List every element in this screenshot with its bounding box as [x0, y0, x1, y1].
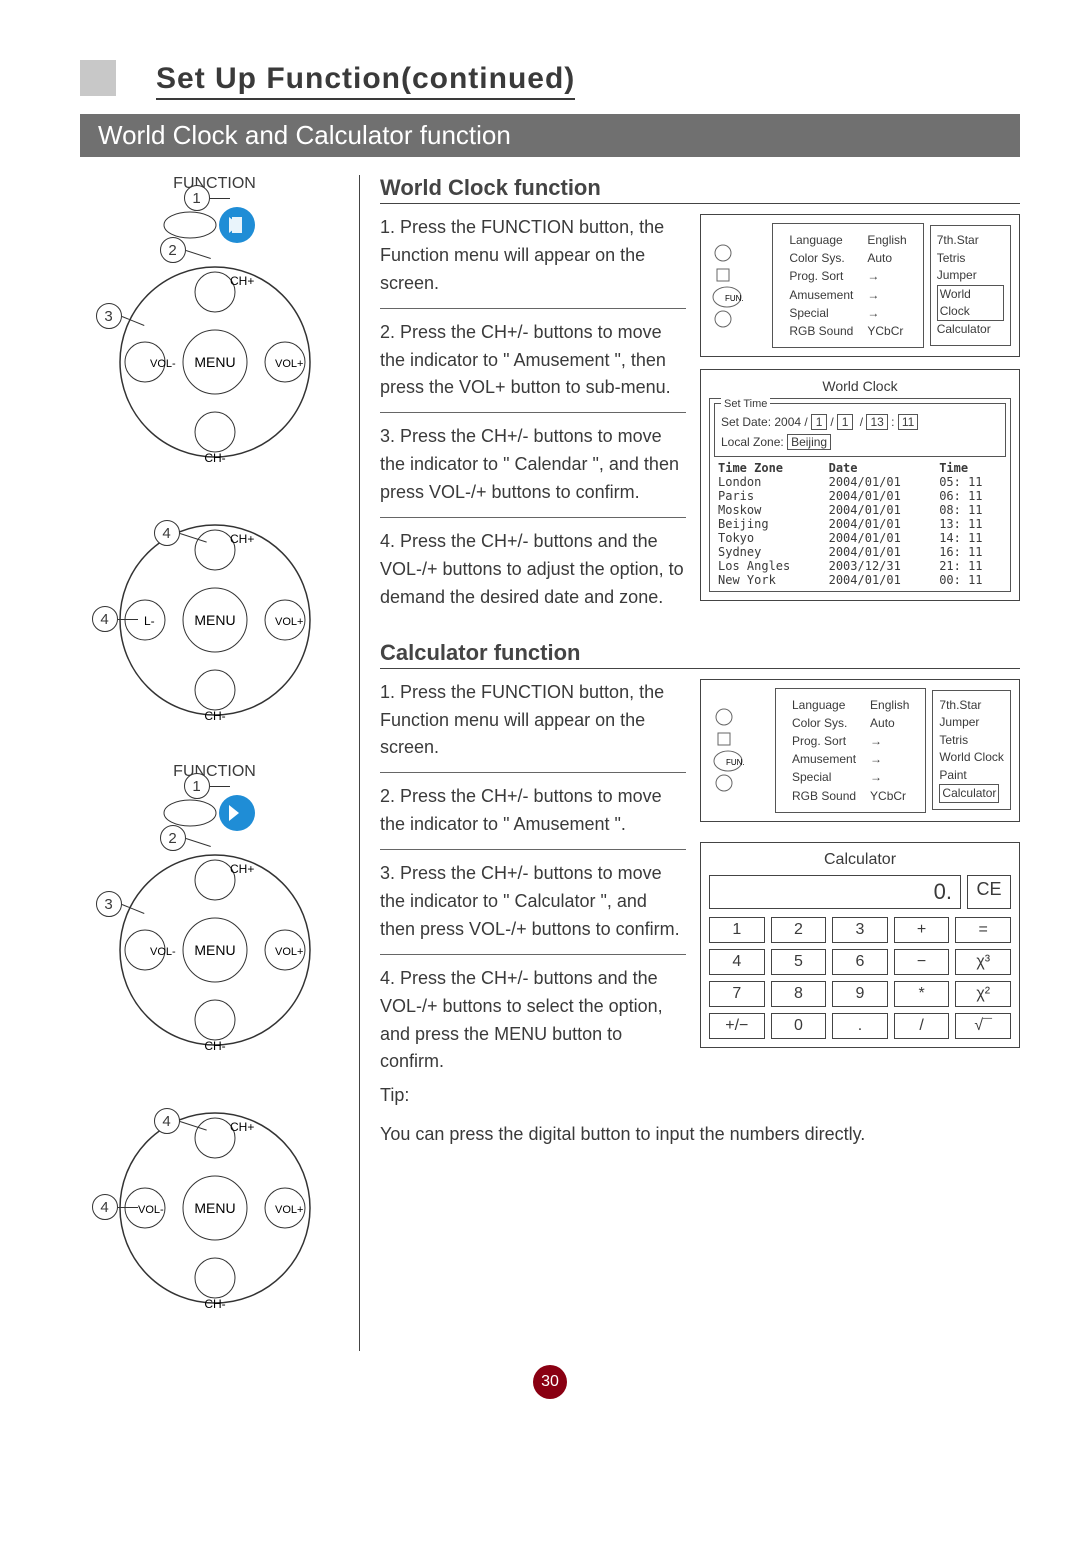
calc-button[interactable]: 5	[771, 949, 827, 975]
wc-step-2: 2. Press the CH+/- buttons to move the i…	[380, 319, 686, 403]
left-column: FUNCTION MENU CH+ CH- VOL- VOL+	[80, 175, 360, 1351]
step-badge-1: 1	[184, 185, 210, 211]
svg-text:VOL-: VOL-	[138, 1204, 164, 1216]
step-badge-3: 3	[96, 303, 122, 329]
sidelist-item: Tetris	[939, 732, 1003, 749]
function-label: FUNCTION	[90, 175, 340, 193]
calc-button[interactable]: 6	[832, 949, 888, 975]
remote-diagram-3: FUNCTION MENU CH+ CH- VOL- VOL+ 1 2	[90, 763, 340, 1070]
calc-display: 0.	[709, 875, 961, 909]
calc-button[interactable]: .	[832, 1013, 888, 1039]
sidelist-item: 7th.Star	[939, 697, 1003, 714]
calc-button[interactable]: 3	[832, 917, 888, 943]
svg-text:VOL+: VOL+	[275, 358, 303, 370]
calc-button[interactable]: *	[894, 981, 950, 1007]
sidelist-item: 7th.Star	[937, 232, 1004, 249]
step-badge-2: 2	[160, 237, 186, 263]
step-badge-4a: 4	[154, 520, 180, 546]
svg-text:CH-: CH-	[204, 1297, 225, 1311]
svg-text:FUN.: FUN.	[725, 294, 744, 303]
calc-menu-figure: FUN. LanguageEnglishColor Sys.AutoProg. …	[700, 679, 1020, 822]
calc-button[interactable]: +	[894, 917, 950, 943]
calc-step-1: 1. Press the FUNCTION button, the Functi…	[380, 679, 686, 763]
svg-text:CH-: CH-	[204, 451, 225, 465]
right-column: World Clock function 1. Press the FUNCTI…	[360, 175, 1020, 1351]
svg-text:CH-: CH-	[204, 1039, 225, 1053]
worldclock-heading: World Clock function	[380, 175, 1020, 204]
wc-step-4: 4. Press the CH+/- buttons and the VOL-/…	[380, 528, 686, 612]
sidelist-item: World Clock	[937, 285, 1004, 322]
tip-text: You can press the digital button to inpu…	[380, 1124, 1020, 1145]
calc-button[interactable]: 1	[709, 917, 765, 943]
remote-diagram-1: FUNCTION MENU CH+ CH- VOL- VOL+	[90, 175, 340, 482]
wc-step-1: 1. Press the FUNCTION button, the Functi…	[380, 214, 686, 298]
decorative-box	[80, 60, 116, 96]
sidelist-item: Paint	[939, 767, 1003, 784]
svg-text:VOL-: VOL-	[150, 358, 176, 370]
calc-step-4: 4. Press the CH+/- buttons and the VOL-/…	[380, 965, 686, 1077]
svg-text:MENU: MENU	[194, 1200, 235, 1216]
worldclock-figure: World Clock Set Time Set Date: 2004 / 1 …	[700, 369, 1020, 601]
svg-text:VOL+: VOL+	[275, 1204, 303, 1216]
calc-button[interactable]: χ³	[955, 949, 1011, 975]
sidelist-item: Tetris	[937, 250, 1004, 267]
step-badge-4b: 4	[92, 606, 118, 632]
sidelist-item: Calculator	[937, 321, 1004, 338]
section-banner: World Clock and Calculator function	[80, 114, 1020, 157]
calc-button[interactable]: 2	[771, 917, 827, 943]
calc-button[interactable]: =	[955, 917, 1011, 943]
calc-step-2: 2. Press the CH+/- buttons to move the i…	[380, 783, 686, 839]
svg-text:MENU: MENU	[194, 354, 235, 370]
svg-text:L-: L-	[144, 614, 155, 628]
calc-button[interactable]: χ²	[955, 981, 1011, 1007]
remote-diagram-4: MENU CH+ CH- VOL- VOL+ 4 4	[90, 1098, 340, 1323]
svg-text:FUN.: FUN.	[726, 758, 745, 767]
svg-text:CH+: CH+	[230, 1120, 254, 1134]
sidelist-item: Calculator	[939, 784, 999, 803]
sidelist-item: Jumper	[937, 267, 1004, 284]
sidelist-item: World Clock	[939, 749, 1003, 766]
calc-button[interactable]: /	[894, 1013, 950, 1039]
wc-menu-figure: FUN. LanguageEnglishColor Sys.AutoProg. …	[700, 214, 1020, 357]
svg-text:MENU: MENU	[194, 942, 235, 958]
svg-text:CH+: CH+	[230, 274, 254, 288]
tip-label: Tip:	[380, 1082, 686, 1110]
svg-text:CH+: CH+	[230, 862, 254, 876]
svg-text:CH-: CH-	[204, 709, 225, 723]
calc-button[interactable]: 9	[832, 981, 888, 1007]
remote-svg-1: MENU CH+ CH- VOL- VOL+	[90, 197, 330, 477]
calc-button[interactable]: +/−	[709, 1013, 765, 1039]
sidelist-item: Jumper	[939, 714, 1003, 731]
svg-text:CH+: CH+	[230, 532, 254, 546]
calc-button[interactable]: 7	[709, 981, 765, 1007]
svg-text:VOL+: VOL+	[275, 946, 303, 958]
calc-ce-button[interactable]: CE	[967, 875, 1011, 909]
page-number-badge: 30	[533, 1365, 567, 1399]
calc-button[interactable]: 8	[771, 981, 827, 1007]
wc-step-3: 3. Press the CH+/- buttons to move the i…	[380, 423, 686, 507]
calc-button[interactable]: 0	[771, 1013, 827, 1039]
calculator-heading: Calculator function	[380, 640, 1020, 669]
calc-button[interactable]: √¯	[955, 1013, 1011, 1039]
svg-text:VOL+: VOL+	[275, 616, 303, 628]
calc-step-3: 3. Press the CH+/- buttons to move the i…	[380, 860, 686, 944]
page-title: Set Up Function(continued)	[156, 62, 575, 100]
svg-text:VOL-: VOL-	[150, 946, 176, 958]
calc-button[interactable]: 4	[709, 949, 765, 975]
remote-diagram-2: MENU CH+ CH- L- VOL+ 4 4	[90, 510, 340, 735]
svg-text:MENU: MENU	[194, 612, 235, 628]
calculator-figure: Calculator 0. CE 123+=456−χ³789*χ²+/−0./…	[700, 842, 1020, 1048]
calc-button[interactable]: −	[894, 949, 950, 975]
